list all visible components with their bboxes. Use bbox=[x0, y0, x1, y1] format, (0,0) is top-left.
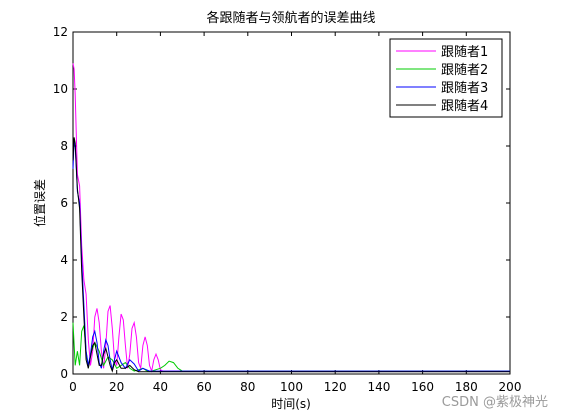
legend-box bbox=[389, 38, 503, 118]
legend-label-1: 跟随者1 bbox=[441, 45, 488, 60]
y-tick-label: 2 bbox=[60, 310, 68, 324]
x-tick-label: 0 bbox=[69, 380, 77, 394]
watermark: CSDN @紫极神光 bbox=[442, 395, 548, 410]
y-tick-label: 6 bbox=[60, 196, 68, 210]
y-tick-label: 10 bbox=[53, 82, 68, 96]
x-tick-label: 60 bbox=[196, 380, 211, 394]
x-tick-label: 20 bbox=[109, 380, 124, 394]
chart-title: 各跟随者与领航者的误差曲线 bbox=[206, 10, 375, 26]
x-tick-label: 120 bbox=[324, 380, 347, 394]
x-tick-label: 80 bbox=[240, 380, 255, 394]
y-tick-label: 4 bbox=[60, 253, 68, 267]
legend-label-4: 跟随者4 bbox=[441, 99, 488, 114]
series-lines bbox=[72, 63, 510, 373]
y-tick-label: 0 bbox=[60, 367, 68, 381]
x-tick-label: 140 bbox=[367, 380, 390, 394]
x-tick-label: 180 bbox=[455, 380, 478, 394]
legend-label-3: 跟随者3 bbox=[441, 81, 488, 96]
series-line-4 bbox=[72, 137, 510, 373]
legend-label-2: 跟随者2 bbox=[441, 63, 488, 78]
x-tick-label: 160 bbox=[411, 380, 434, 394]
x-tick-label: 200 bbox=[499, 380, 522, 394]
x-axis-label: 时间(s) bbox=[271, 397, 311, 411]
y-axis-label: 位置误差 bbox=[32, 179, 47, 227]
x-tick-label: 100 bbox=[280, 380, 303, 394]
x-tick-label: 40 bbox=[153, 380, 168, 394]
y-tick-label: 8 bbox=[60, 139, 68, 153]
x-axis: 0 20 40 60 80 100 120 140 160 180 200 bbox=[69, 32, 521, 394]
y-axis: 0 2 4 6 8 10 12 bbox=[53, 25, 510, 381]
y-tick-label: 12 bbox=[53, 25, 68, 39]
legend: 跟随者1 跟随者2 跟随者3 跟随者4 bbox=[389, 38, 503, 118]
